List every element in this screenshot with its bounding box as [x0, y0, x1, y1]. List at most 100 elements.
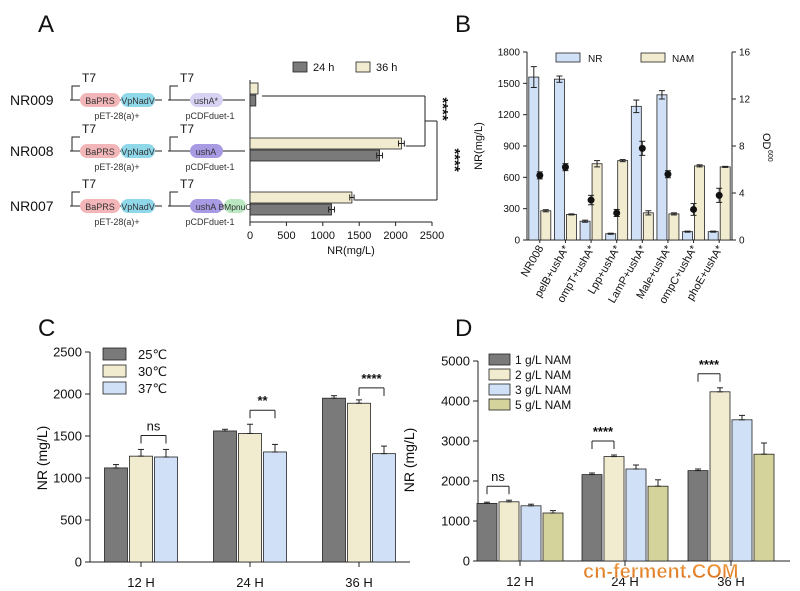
a-strain-label: NR008: [10, 143, 54, 159]
b-od-point: [536, 171, 544, 179]
a-t7-label: T7: [82, 177, 96, 191]
c-significance: **: [257, 393, 268, 408]
panel-letter-a: A: [38, 11, 54, 38]
a-x-label: NR(mg/L): [327, 245, 375, 257]
a-gene-label: BaPRS: [85, 202, 115, 212]
c-bar: [322, 397, 346, 563]
panel-d: 0 1000 2000 3000 4000 5000 12 H 24 H 36 H NR (mg/…: [401, 353, 790, 589]
b-bar-nr: [682, 231, 693, 241]
a-gene-shape: [80, 93, 120, 107]
d-legend-swatch: [488, 398, 511, 411]
b-bar-nr: [707, 231, 719, 241]
d-bar: [520, 505, 542, 562]
b-y2-label: OD: [760, 133, 772, 150]
d-bar: [476, 502, 498, 562]
d-bar: [498, 501, 520, 562]
b-legend-label: NAM: [672, 54, 694, 65]
a-gene-shape: [121, 144, 155, 158]
d-bar: [542, 512, 564, 562]
d-significance: ns: [491, 469, 505, 484]
c-x-tick-label: 12 H: [127, 575, 154, 590]
d-bar: [753, 453, 775, 562]
a-strain-label: NR009: [10, 92, 54, 108]
c-bar: [263, 451, 287, 563]
a-gene-label: BaPRS: [85, 96, 115, 106]
c-bar: [104, 467, 128, 563]
b-bar-nam: [719, 166, 731, 241]
a-gene-shape: [190, 93, 223, 107]
d-significance: ****: [699, 357, 720, 372]
a-plasmid-label: pET-28(a)+: [94, 111, 139, 121]
c-x-tick-label: 36 H: [345, 575, 372, 590]
d-y-tick-label: 3000: [441, 434, 470, 449]
a-gene-label: BMpnuC: [218, 202, 251, 212]
a-gene-label: ushA*: [194, 96, 219, 106]
c-bar: [347, 402, 371, 563]
d-legend-swatch: [488, 383, 511, 396]
a-gene-shape: [121, 93, 155, 107]
c-y-tick-label: 1500: [53, 429, 82, 444]
a-promoter-arrow: [169, 191, 178, 206]
a-promoter-arrow: [71, 85, 80, 100]
d-legend-swatch: [488, 368, 511, 381]
b-od-point: [715, 191, 723, 199]
c-bar: [154, 456, 178, 563]
b-od-point: [638, 144, 646, 152]
b-y-label: NR(mg/L): [473, 122, 485, 170]
a-t7-label: T7: [180, 122, 194, 136]
a-bar-36h: [249, 191, 353, 204]
c-y-tick-label: 1000: [53, 471, 82, 486]
b-legend-swatch: [555, 52, 581, 63]
a-promoter-arrow: [71, 136, 80, 151]
c-legend-label: 37℃: [138, 381, 167, 396]
a-x-tick-label: 1500: [347, 230, 371, 242]
a-gene-shape: [224, 199, 246, 213]
a-bar-24h: [249, 203, 332, 216]
b-bar-nr: [656, 94, 668, 241]
c-bar: [238, 433, 262, 563]
c-y-tick-label: 0: [75, 555, 82, 570]
a-plasmid-label: pCDFduet-1: [185, 217, 234, 227]
b-y2-tick-label: 0: [739, 236, 745, 247]
a-gene-label: VpNadV: [121, 147, 155, 157]
b-od-point: [561, 163, 569, 171]
d-bar: [581, 474, 603, 562]
d-y-tick-label: 5000: [441, 354, 470, 369]
d-bar: [731, 419, 753, 562]
d-legend-label: 2 g/L NAM: [515, 368, 571, 382]
b-y-tick-label: 1800: [498, 48, 521, 59]
panel-a: 0 500 1000 1500 2000 2500 NR(mg/L) 24 h 36 h ****…: [10, 61, 463, 257]
c-bar: [129, 455, 153, 563]
b-y-tick-label: 1500: [498, 79, 521, 90]
d-bar: [625, 468, 647, 562]
b-legend-label: NR: [588, 54, 602, 65]
d-legend-swatch: [488, 353, 511, 366]
a-plasmid-label: pET-28(a)+: [94, 217, 139, 227]
a-x-tick-label: 500: [277, 230, 295, 242]
a-t7-label: T7: [82, 122, 96, 136]
a-bar-36h: [249, 82, 259, 95]
b-bar-nr: [630, 105, 642, 241]
b-od-point: [664, 170, 672, 178]
d-y-label: NR (mg/L): [401, 428, 417, 493]
d-legend-label: 3 g/L NAM: [515, 383, 571, 397]
c-legend-swatch: [102, 347, 127, 361]
c-legend-swatch: [102, 364, 127, 378]
d-bar: [709, 391, 731, 562]
c-legend-label: 30℃: [138, 364, 167, 379]
c-x-tick-label: 24 H: [236, 575, 263, 590]
a-gene-shape: [80, 144, 120, 158]
panel-c: 0 500 1000 1500 2000 2500 12 H 24 H 36 H NR (mg/L…: [34, 345, 410, 590]
b-od-point: [690, 205, 698, 213]
d-bar: [603, 456, 625, 562]
panel-letter-d: D: [455, 315, 472, 342]
b-bar-nam: [566, 214, 577, 241]
a-x-tick-label: 0: [247, 230, 253, 242]
d-y-tick-label: 2000: [441, 474, 470, 489]
a-t7-label: T7: [82, 71, 96, 85]
d-y-tick-label: 4000: [441, 394, 470, 409]
b-bar-nam: [694, 165, 705, 241]
a-gene-shape: [80, 199, 120, 213]
